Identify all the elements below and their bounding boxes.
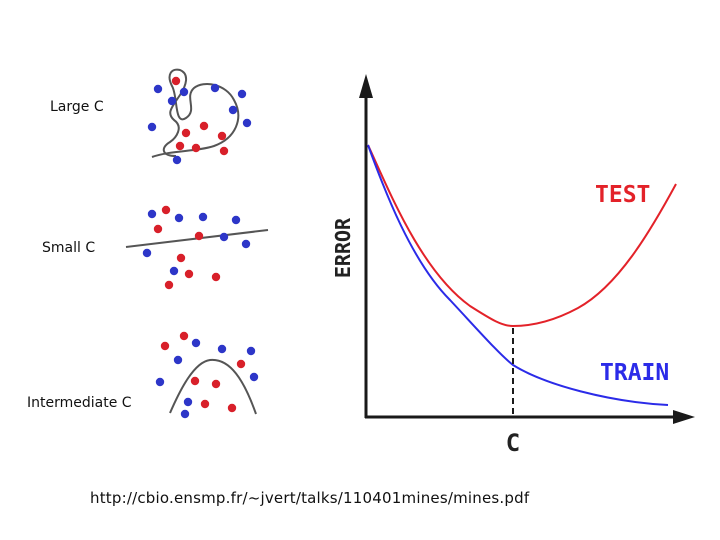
panel-large-c xyxy=(147,68,252,165)
red-point xyxy=(160,341,170,351)
y-axis-arrow xyxy=(359,74,373,98)
panel-intermediate-c xyxy=(155,331,259,419)
blue-point xyxy=(142,248,152,258)
points-large xyxy=(147,76,252,165)
red-point xyxy=(219,146,229,156)
points-small xyxy=(142,205,251,290)
blue-point xyxy=(172,155,182,165)
red-point xyxy=(153,224,163,234)
red-point xyxy=(190,376,200,386)
blue-point xyxy=(242,118,252,128)
red-point xyxy=(171,76,181,86)
red-point xyxy=(191,143,201,153)
blue-point xyxy=(219,232,229,242)
blue-point xyxy=(147,209,157,219)
blue-point xyxy=(249,372,259,382)
error-plot: ERROR TEST TRAIN C xyxy=(331,74,695,457)
red-point xyxy=(175,141,185,151)
blue-point xyxy=(217,344,227,354)
red-point xyxy=(211,379,221,389)
decision-boundary-curved xyxy=(169,358,257,415)
blue-point xyxy=(167,96,177,106)
label-large-c: Large C xyxy=(50,99,104,115)
blue-point xyxy=(155,377,165,387)
red-point xyxy=(227,403,237,413)
source-url[interactable]: http://cbio.ensmp.fr/~jvert/talks/110401… xyxy=(90,489,530,507)
label-small-c: Small C xyxy=(42,240,96,256)
blue-point xyxy=(183,397,193,407)
x-axis-arrow xyxy=(673,410,695,424)
blue-point xyxy=(237,89,247,99)
red-point xyxy=(236,359,246,369)
blue-point xyxy=(147,122,157,132)
blue-point xyxy=(198,212,208,222)
blue-point xyxy=(210,83,220,93)
label-intermediate-c: Intermediate C xyxy=(27,395,132,411)
red-point xyxy=(217,131,227,141)
series-test-line xyxy=(367,144,677,328)
red-point xyxy=(199,121,209,131)
blue-point xyxy=(191,338,201,348)
x-axis-label: C xyxy=(506,429,520,457)
red-point xyxy=(194,231,204,241)
red-point xyxy=(179,331,189,341)
blue-point xyxy=(174,213,184,223)
blue-point xyxy=(180,409,190,419)
blue-point xyxy=(169,266,179,276)
blue-point xyxy=(173,355,183,365)
points-intermediate xyxy=(155,331,259,419)
blue-point xyxy=(153,84,163,94)
series-train-label: TRAIN xyxy=(600,360,669,386)
red-point xyxy=(181,128,191,138)
blue-point xyxy=(179,87,189,97)
panel-small-c xyxy=(125,205,269,290)
red-point xyxy=(176,253,186,263)
series-train-line xyxy=(367,144,669,406)
blue-point xyxy=(231,215,241,225)
series-test-label: TEST xyxy=(595,182,650,208)
red-point xyxy=(164,280,174,290)
red-point xyxy=(161,205,171,215)
blue-point xyxy=(241,239,251,249)
red-point xyxy=(184,269,194,279)
blue-point xyxy=(228,105,238,115)
decision-boundary-wiggly xyxy=(151,68,240,158)
red-point xyxy=(200,399,210,409)
blue-point xyxy=(246,346,256,356)
y-axis-label: ERROR xyxy=(331,217,355,278)
red-point xyxy=(211,272,221,282)
